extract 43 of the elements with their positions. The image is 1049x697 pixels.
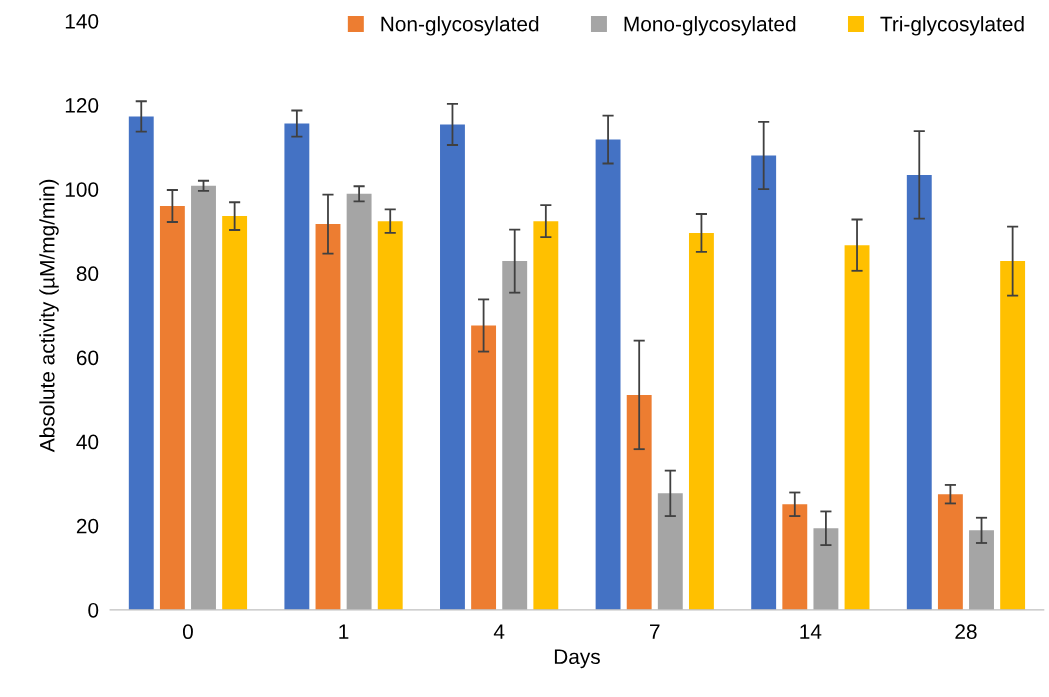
- y-tick-label: 20: [76, 518, 99, 534]
- y-tick-label: 60: [76, 350, 99, 366]
- bar: [346, 193, 372, 610]
- bar: [844, 245, 870, 610]
- bar: [751, 155, 777, 610]
- bar: [191, 185, 216, 610]
- bar: [471, 325, 497, 610]
- bar: [440, 124, 465, 610]
- x-tick-label: 28: [955, 624, 977, 640]
- y-tick-label: 140: [65, 13, 99, 29]
- bar: [688, 232, 714, 610]
- bar: [782, 504, 808, 610]
- legend-label: Tri-glycosylated: [880, 16, 1024, 36]
- y-axis-title: Absolute activity (µM/mg/min): [39, 179, 59, 453]
- bar: [128, 116, 154, 610]
- x-tick-label: 14: [800, 624, 822, 639]
- bar: [533, 221, 559, 610]
- x-tick-label: 0: [182, 624, 193, 640]
- y-tick-label: 40: [76, 434, 99, 450]
- bar: [906, 174, 932, 610]
- bar: [315, 224, 341, 610]
- x-tick-label: 1: [339, 624, 349, 639]
- bar: [284, 123, 310, 610]
- bar: [969, 530, 994, 610]
- x-axis-title: Days: [554, 649, 600, 669]
- legend-label: Non-glycosylated: [381, 16, 539, 36]
- y-tick-label: 80: [76, 266, 99, 282]
- bar: [159, 206, 185, 610]
- bar: [222, 216, 248, 610]
- y-tick-label: 120: [65, 98, 99, 113]
- y-tick-label: 0: [88, 602, 99, 618]
- bar: [813, 528, 839, 610]
- bar: [657, 493, 683, 610]
- y-tick-label: 100: [65, 182, 99, 197]
- x-tick-label: 7: [650, 624, 660, 639]
- bar: [937, 494, 963, 610]
- bar: [595, 139, 621, 610]
- x-tick-label: 4: [493, 624, 505, 639]
- bar: [626, 394, 652, 610]
- bar: [377, 221, 403, 610]
- bar: [1000, 261, 1026, 610]
- bar: [502, 261, 528, 610]
- legend-label: Mono-glycosylated: [624, 16, 796, 36]
